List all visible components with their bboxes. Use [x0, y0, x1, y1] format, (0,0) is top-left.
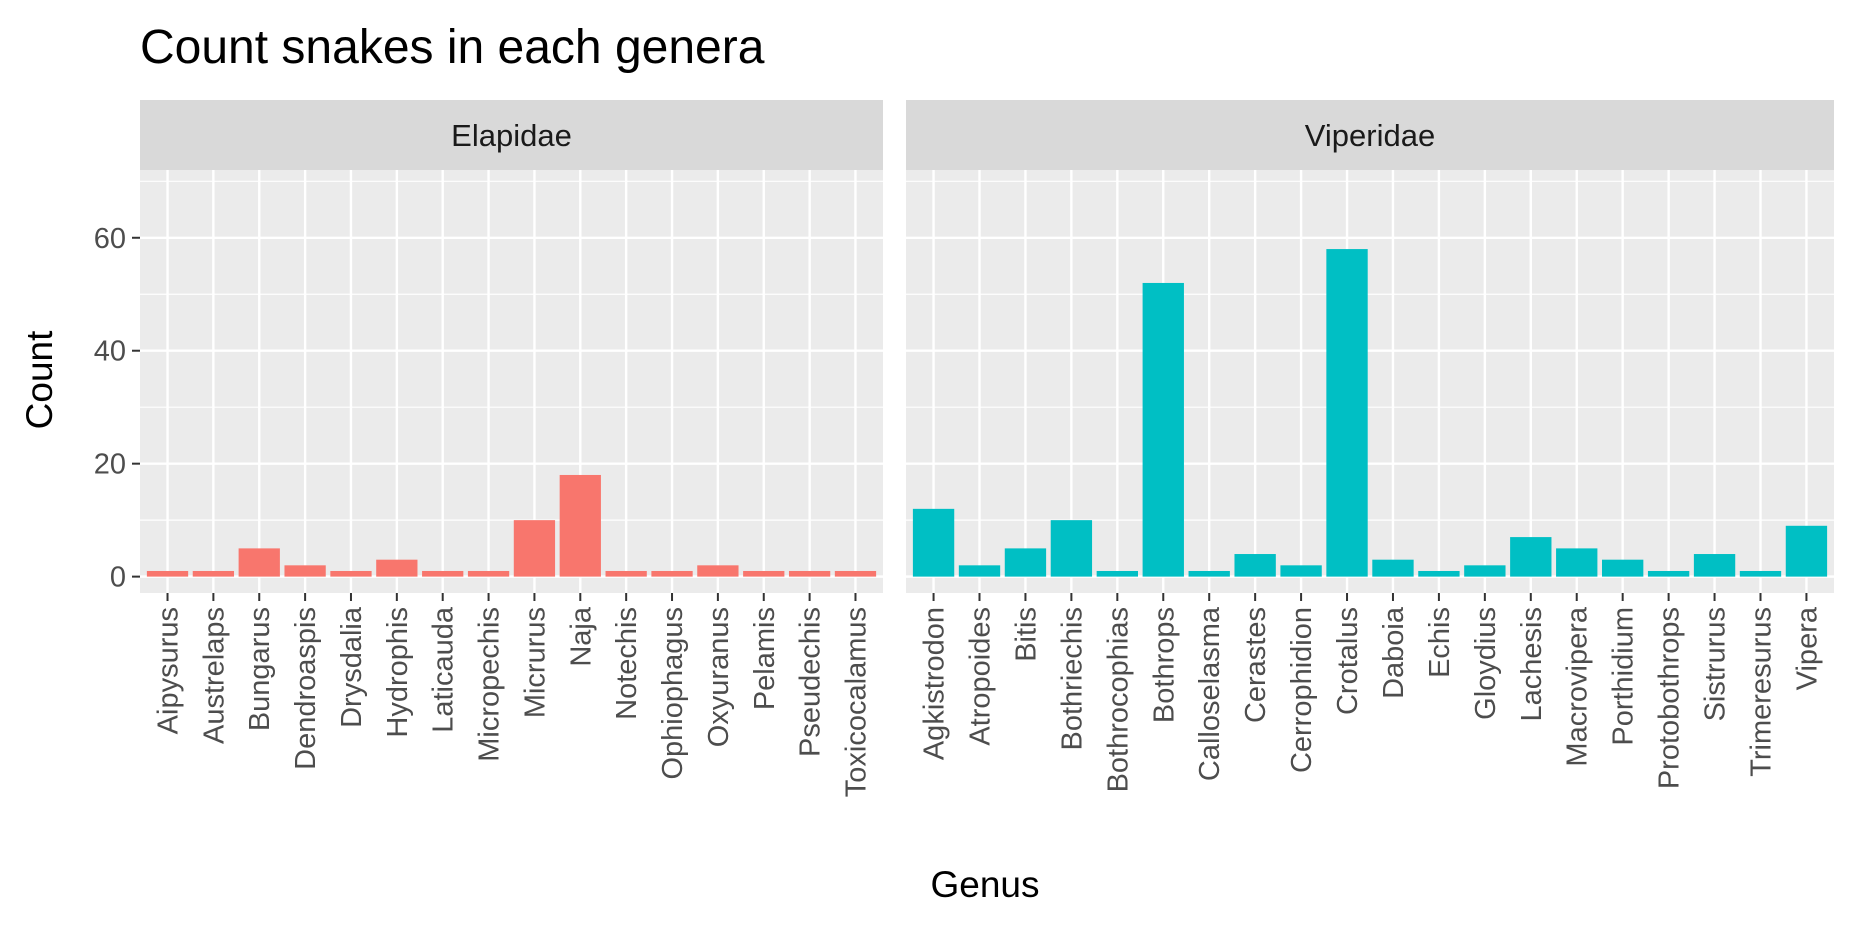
bar-drysdalia	[330, 570, 372, 577]
bar-bungarus	[238, 548, 280, 577]
bar-pelamis	[743, 570, 785, 577]
x-tick-label: Toxicocalamus	[840, 607, 872, 797]
bar-macrovipera	[1556, 548, 1598, 577]
bar-bothriechis	[1050, 520, 1093, 577]
bar-porthidium	[1602, 559, 1644, 577]
x-tick-label: Drysdalia	[336, 606, 368, 728]
x-tick-label: Protobothrops	[1654, 607, 1686, 789]
y-tick-label: 0	[110, 562, 126, 594]
y-tick-label: 60	[94, 223, 126, 255]
bar-ophiophagus	[651, 570, 693, 577]
x-tick-label: Echis	[1424, 607, 1456, 678]
x-tick-label: Ophiophagus	[657, 607, 689, 780]
x-tick-label: Bothrops	[1148, 607, 1180, 723]
facet-strip-elapidae	[140, 100, 883, 170]
x-tick-label: Micrurus	[519, 607, 551, 718]
x-tick-label: Lachesis	[1516, 607, 1548, 721]
bar-cerrophidion	[1280, 565, 1322, 577]
y-tick-label: 40	[94, 336, 126, 368]
bar-oxyuranus	[697, 565, 739, 577]
bar-crotalus	[1326, 249, 1368, 577]
bar-agkistrodon	[912, 508, 955, 577]
x-tick-label: Aipysurus	[153, 607, 185, 734]
facet-label-viperidae: Viperidae	[1305, 118, 1435, 153]
x-tick-label: Dendroaspis	[290, 607, 322, 770]
facet-strip-viperidae	[906, 100, 1834, 170]
x-axis-title: Genus	[930, 864, 1039, 905]
x-tick-label: Gloydius	[1470, 607, 1502, 720]
bar-naja	[559, 474, 601, 577]
bar-bothrocophias	[1096, 570, 1138, 577]
x-tick-label: Bothrocophias	[1102, 607, 1134, 792]
x-tick-label: Trimeresurus	[1745, 607, 1777, 777]
x-tick-label: Notechis	[611, 607, 643, 720]
bar-dendroaspis	[284, 565, 326, 577]
y-tick-label: 20	[94, 449, 126, 481]
bar-vipera	[1785, 525, 1828, 577]
panel-background	[140, 170, 883, 593]
x-tick-label: Crotalus	[1332, 607, 1364, 715]
x-tick-label: Atropoides	[965, 607, 997, 746]
x-tick-label: Micropechis	[474, 607, 506, 762]
bar-micrurus	[513, 520, 556, 577]
bar-trimeresurus	[1739, 570, 1782, 577]
x-tick-label: Calloselasma	[1194, 606, 1226, 781]
x-tick-label: Daboia	[1378, 606, 1410, 699]
x-tick-label: Laticauda	[428, 606, 460, 733]
y-axis-title: Count	[19, 330, 60, 429]
bar-hydrophis	[376, 559, 418, 577]
bar-lachesis	[1510, 537, 1552, 577]
x-tick-label: Bitis	[1010, 607, 1042, 662]
bar-daboia	[1372, 559, 1414, 577]
bar-toxicocalamus	[834, 570, 877, 577]
x-tick-label: Bungarus	[244, 607, 276, 731]
x-tick-label: Bothriechis	[1056, 607, 1088, 750]
bar-aipysurus	[146, 570, 189, 577]
chart-title: Count snakes in each genera	[140, 21, 765, 74]
bar-pseudechis	[788, 570, 831, 577]
x-tick-label: Vipera	[1791, 606, 1823, 690]
bar-bothrops	[1142, 282, 1184, 577]
bar-bitis	[1004, 548, 1047, 577]
bar-atropoides	[958, 565, 1001, 577]
x-tick-label: Oxyuranus	[703, 607, 735, 747]
bar-micropechis	[467, 570, 510, 577]
facet-label-elapidae: Elapidae	[451, 118, 572, 153]
bar-sistrurus	[1693, 554, 1736, 577]
x-tick-label: Hydrophis	[382, 607, 414, 738]
bar-gloydius	[1464, 565, 1506, 577]
bar-echis	[1418, 570, 1460, 577]
x-tick-label: Cerastes	[1240, 607, 1272, 723]
bar-cerastes	[1234, 554, 1276, 577]
bar-laticauda	[422, 570, 464, 577]
x-tick-label: Pelamis	[749, 607, 781, 710]
bar-notechis	[605, 570, 647, 577]
bar-austrelaps	[192, 570, 235, 577]
x-tick-label: Cerrophidion	[1286, 607, 1318, 773]
x-tick-label: Naja	[565, 606, 597, 667]
x-tick-label: Austrelaps	[198, 607, 230, 744]
x-tick-label: Pseudechis	[795, 607, 827, 757]
x-tick-label: Sistrurus	[1700, 607, 1732, 721]
bar-protobothrops	[1647, 570, 1690, 577]
x-tick-label: Macrovipera	[1562, 606, 1594, 766]
bar-calloselasma	[1188, 570, 1230, 577]
x-tick-label: Porthidium	[1608, 607, 1640, 746]
x-tick-label: Agkistrodon	[919, 607, 951, 760]
panel-background	[906, 170, 1834, 593]
